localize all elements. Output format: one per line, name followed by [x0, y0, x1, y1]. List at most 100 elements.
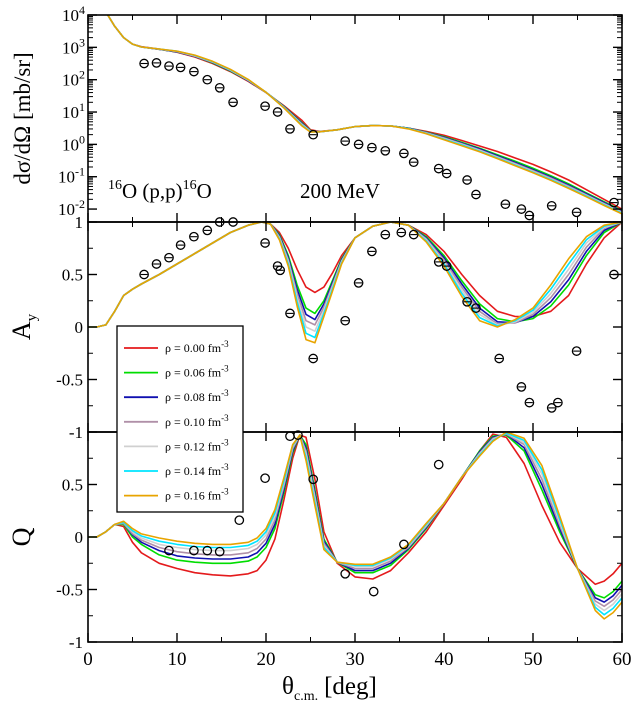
data-point: [396, 227, 407, 238]
data-point: [202, 74, 213, 85]
data-point: [433, 163, 444, 174]
y-tick-label: -1: [69, 633, 83, 652]
data-point: [139, 58, 149, 69]
plot-panels: [87, 14, 623, 643]
y-tick-label: 104: [62, 3, 85, 25]
data-point: [151, 58, 162, 68]
data-point: [494, 353, 505, 364]
data-point: [260, 101, 270, 112]
data-point: [260, 238, 270, 248]
legend-label: ρ = 0.14 fm-3: [165, 462, 229, 478]
data-point: [353, 278, 364, 288]
legend: ρ = 0.00 fm-3 ρ = 0.06 fm-3 ρ = 0.08 fm-3 ρ…: [116, 325, 244, 513]
data-point: [260, 473, 270, 484]
annotation-tail: O: [197, 179, 212, 203]
data-point: [214, 546, 225, 557]
data-point: [340, 568, 351, 579]
x-tick-label: 0: [83, 649, 93, 670]
data-point: [308, 353, 319, 364]
legend-entry: ρ = 0.12 fm-3: [124, 437, 229, 453]
data-point: [408, 157, 419, 168]
data-point: [308, 129, 319, 140]
data-point: [272, 107, 283, 117]
data-point: [214, 82, 225, 93]
panel-cross-section-data-points: [139, 58, 619, 221]
data-point: [175, 240, 186, 250]
annotation-energy: 200 MeV: [300, 179, 380, 203]
data-point: [516, 204, 527, 214]
data-point: [471, 303, 481, 313]
data-point: [285, 431, 295, 442]
y-axis-label-cross-section: dσ/dΩ [mb/sr]: [10, 52, 35, 184]
data-point: [293, 430, 303, 440]
data-point: [202, 545, 213, 556]
y-axis-label-analyzing-power: Ay: [7, 313, 40, 340]
series-line-analyzing-power-6: [88, 221, 622, 344]
data-point: [367, 246, 377, 257]
data-point: [399, 148, 409, 159]
data-point: [189, 66, 199, 77]
data-point: [164, 545, 174, 556]
y-tick-label: 0.5: [62, 476, 83, 495]
y-tick-label: 10-1: [58, 165, 85, 187]
x-axis-label: θc.m. [deg]: [282, 673, 377, 704]
panel-spin-rotation-curves: [88, 431, 622, 620]
data-point: [433, 257, 444, 267]
x-axis-label-unit: [deg]: [324, 673, 377, 700]
data-point: [571, 346, 582, 356]
reaction-annotation: 16O (p,p)16O 200 MeV: [108, 178, 380, 203]
x-axis-label-main: θ: [282, 673, 294, 700]
y-tick-label: 10-2: [58, 197, 85, 219]
data-point: [380, 229, 391, 240]
y-tick-label: 0: [75, 318, 84, 337]
data-point: [408, 229, 419, 240]
annotation-sup2: 16: [183, 178, 197, 193]
data-point: [285, 308, 295, 319]
data-point: [164, 61, 174, 71]
x-tick-label: 10: [168, 649, 187, 670]
x-tick-labels: 0 10 20 30 40 50 60: [83, 649, 631, 670]
legend-label: ρ = 0.00 fm-3: [165, 339, 229, 355]
data-point: [462, 175, 472, 185]
data-point: [202, 225, 213, 236]
data-point: [151, 259, 162, 269]
data-point: [500, 199, 511, 210]
data-point: [441, 261, 452, 271]
panel-analyzing-power-y-ticks: 1 0.5 0 -0.5 -1: [56, 213, 623, 442]
legend-entry: ρ = 0.10 fm-3: [124, 413, 229, 429]
annotation-text: 16O (p,p)16O: [108, 178, 212, 203]
data-point: [175, 62, 186, 73]
data-point: [285, 124, 295, 134]
series-line-spin-rotation-6: [88, 431, 622, 620]
y-tick-label: 101: [62, 100, 85, 122]
data-point: [553, 397, 563, 408]
data-point: [399, 539, 409, 550]
y-tick-label: 0: [75, 528, 84, 547]
y-tick-label: 1: [75, 213, 84, 232]
data-point: [433, 459, 444, 470]
data-point: [546, 403, 557, 413]
data-point: [308, 474, 319, 485]
data-point: [609, 197, 619, 208]
legend-entry: ρ = 0.06 fm-3: [124, 364, 229, 380]
legend-box: [116, 325, 244, 513]
data-point: [516, 382, 527, 392]
data-point: [275, 265, 286, 276]
y-tick-label: 103: [62, 35, 85, 57]
data-point: [571, 207, 582, 218]
x-tick-label: 20: [257, 649, 276, 670]
y-axis-label-spin-rotation: Q: [7, 527, 36, 546]
data-point: [546, 200, 557, 211]
panel-analyzing-power-curves: [88, 221, 622, 344]
panel-spin-rotation-y-ticks: 0.5 0 -0.5 -1: [56, 432, 623, 652]
y-tick-label: 100: [62, 132, 85, 154]
data-point: [368, 586, 379, 597]
y-tick-label: -0.5: [56, 371, 83, 390]
panel-spin-rotation-data-points: [164, 430, 444, 597]
data-point: [462, 296, 472, 307]
data-point: [353, 139, 364, 150]
legend-label: ρ = 0.10 fm-3: [165, 413, 229, 429]
legend-entry: ρ = 0.00 fm-3: [124, 339, 229, 355]
